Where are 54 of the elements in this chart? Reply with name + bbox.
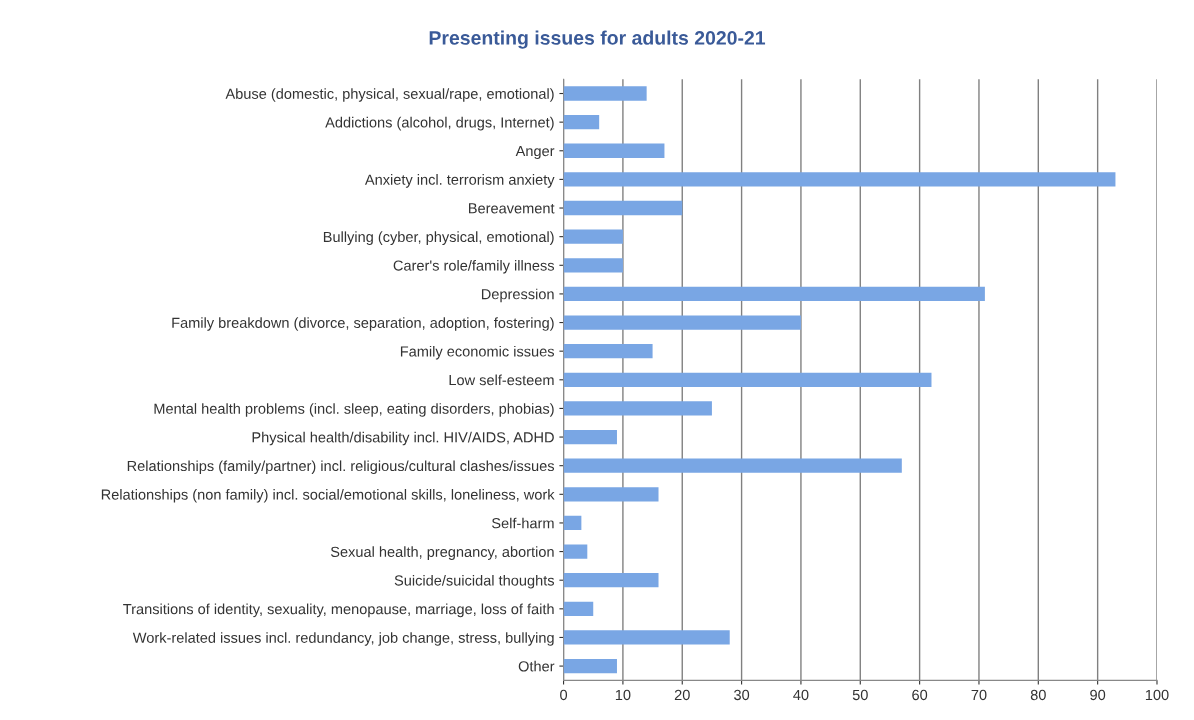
x-tick-label: 60 [912,689,928,701]
x-tick-label: 30 [734,689,750,701]
bar [563,487,659,502]
bar [563,258,623,273]
y-tick-label: Family economic issues [400,345,555,360]
y-tick-label: Bereavement [469,203,555,214]
bar [563,429,617,445]
y-tick-label: Depression [481,288,554,303]
bar [563,315,801,330]
y-tick-label: Suicide/suicidal thoughts [394,574,555,589]
bar [563,229,623,244]
bar [563,200,683,216]
bar [563,573,659,588]
y-tick-label: Anxiety incl. terrorism anxiety [364,174,555,188]
y-tick-label: Anger [515,146,555,160]
y-tick-label: Family breakdown (divorce, separation, adoption, fostering) [172,317,554,331]
y-tick-label: Self-harm [492,517,554,529]
y-tick-label: Sexual health, pregnancy, abortion [330,546,554,560]
bar [563,114,600,130]
bar [563,286,985,302]
y-tick-label: Abuse (domestic, physical, sexual/rape, emotional) [225,88,554,102]
x-tick-label: 10 [615,689,631,701]
bar [563,515,582,531]
y-tick-label: Mental health problems (incl. sleep, eating disorders, phobias) [154,403,554,417]
bar [563,630,730,645]
bar [563,658,617,674]
y-tick-label: Transitions of identity, sexuality, menopause, marriage, loss of faith [123,603,554,618]
bar [563,544,588,559]
y-tick-label: Physical health/disability incl. HIV/AIDS, ADHD [252,431,554,446]
x-tick-label: 90 [1090,689,1106,701]
bar [563,401,712,416]
y-tick-label: Bullying (cyber, physical, emotional) [323,231,554,245]
bar [563,172,1116,187]
x-tick-label: 100 [1145,689,1169,701]
x-tick-label: 70 [971,689,987,701]
y-tick-label: Relationships (non family) incl. social/emotional skills, loneliness, work [101,489,555,503]
x-tick-label: 80 [1030,689,1046,701]
bar [563,601,594,616]
bar [563,344,653,359]
bar [563,86,647,101]
x-tick-label: 50 [852,689,868,701]
bar [563,143,665,158]
y-tick-label: Work-related issues incl. redundancy, job change, stress, bullying [132,632,554,646]
chart-title: Presenting issues for adults 2020-21 [429,30,766,49]
x-tick-label: 20 [674,689,690,701]
y-tick-label: Other [518,660,555,672]
x-tick-label: 0 [560,689,568,701]
y-tick-label: Relationships (family/partner) incl. religious/cultural clashes/issues [127,460,555,474]
y-tick-label: Addictions (alcohol, drugs, Internet) [325,116,554,131]
bar [563,372,932,387]
y-tick-label: Carer's role/family illness [393,260,555,274]
x-tick-label: 40 [793,689,809,701]
y-tick-label: Low self-esteem [449,374,554,386]
bar [563,458,902,473]
